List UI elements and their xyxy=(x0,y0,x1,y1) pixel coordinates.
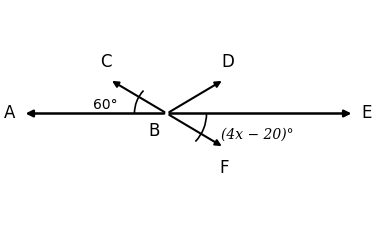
Text: (4x − 20)°: (4x − 20)° xyxy=(221,128,294,142)
Text: F: F xyxy=(220,159,229,177)
Text: C: C xyxy=(100,53,112,71)
Text: A: A xyxy=(4,104,15,123)
Text: B: B xyxy=(148,122,160,140)
Text: D: D xyxy=(221,53,234,71)
Text: 60°: 60° xyxy=(93,98,117,112)
Text: E: E xyxy=(361,104,372,123)
